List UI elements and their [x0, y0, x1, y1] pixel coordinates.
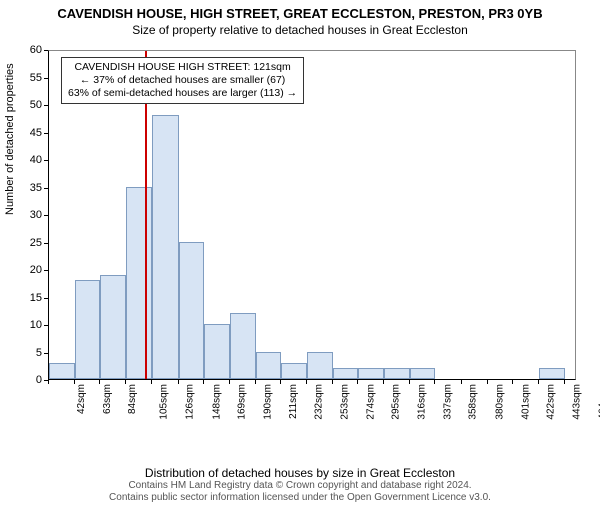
annotation-line-3: 63% of semi-detached houses are larger (…: [68, 87, 297, 100]
x-tick-mark: [125, 380, 126, 384]
histogram-bar: [230, 313, 256, 379]
x-tick-label: 63sqm: [102, 384, 113, 414]
y-tick-label: 5: [12, 347, 42, 359]
histogram-bar: [204, 324, 230, 379]
attribution-line-2: Contains public sector information licen…: [0, 492, 600, 504]
x-tick-mark: [564, 380, 565, 384]
annotation-line-2: ← 37% of detached houses are smaller (67…: [68, 74, 297, 87]
histogram-bar: [333, 368, 359, 379]
annotation-box: CAVENDISH HOUSE HIGH STREET: 121sqm ← 37…: [61, 57, 304, 104]
histogram-bar: [358, 368, 384, 379]
plot-area: CAVENDISH HOUSE HIGH STREET: 121sqm ← 37…: [48, 50, 576, 380]
y-tick-label: 60: [12, 44, 42, 56]
x-tick-mark: [409, 380, 410, 384]
x-tick-mark: [280, 380, 281, 384]
x-tick-mark: [151, 380, 152, 384]
histogram-bar: [126, 187, 152, 380]
x-tick-mark: [48, 380, 49, 384]
x-tick-mark: [512, 380, 513, 384]
x-tick-mark: [203, 380, 204, 384]
x-tick-label: 84sqm: [127, 384, 138, 414]
y-tick-mark: [44, 215, 48, 216]
x-tick-mark: [229, 380, 230, 384]
y-tick-label: 55: [12, 72, 42, 84]
x-tick-label: 211sqm: [287, 384, 298, 419]
x-tick-mark: [74, 380, 75, 384]
histogram-bar: [539, 368, 565, 379]
x-tick-label: 232sqm: [314, 384, 325, 420]
y-tick-label: 10: [12, 319, 42, 331]
x-tick-mark: [178, 380, 179, 384]
x-tick-label: 169sqm: [237, 384, 248, 420]
x-tick-mark: [357, 380, 358, 384]
x-tick-mark: [255, 380, 256, 384]
x-tick-label: 422sqm: [546, 384, 557, 420]
y-tick-mark: [44, 325, 48, 326]
x-tick-label: 126sqm: [184, 384, 195, 420]
x-tick-label: 443sqm: [572, 384, 583, 420]
histogram-bar: [100, 275, 126, 380]
histogram-bar: [307, 352, 333, 380]
y-tick-mark: [44, 270, 48, 271]
y-tick-mark: [44, 298, 48, 299]
chart-title-primary: CAVENDISH HOUSE, HIGH STREET, GREAT ECCL…: [0, 6, 600, 21]
y-tick-label: 45: [12, 127, 42, 139]
x-tick-label: 190sqm: [262, 384, 273, 420]
histogram-bar: [179, 242, 205, 380]
y-tick-mark: [44, 105, 48, 106]
x-tick-label: 42sqm: [76, 384, 87, 414]
histogram-bar: [281, 363, 307, 380]
x-tick-label: 316sqm: [416, 384, 427, 420]
x-tick-label: 274sqm: [365, 384, 376, 420]
y-tick-label: 0: [12, 374, 42, 386]
x-tick-mark: [487, 380, 488, 384]
x-tick-label: 148sqm: [211, 384, 222, 420]
chart-title-secondary: Size of property relative to detached ho…: [0, 23, 600, 37]
x-tick-label: 105sqm: [159, 384, 170, 420]
x-tick-label: 337sqm: [442, 384, 453, 420]
x-tick-mark: [306, 380, 307, 384]
y-tick-mark: [44, 188, 48, 189]
y-tick-label: 25: [12, 237, 42, 249]
histogram-bar: [75, 280, 101, 379]
x-tick-mark: [99, 380, 100, 384]
annotation-line-1: CAVENDISH HOUSE HIGH STREET: 121sqm: [68, 61, 297, 74]
y-tick-mark: [44, 50, 48, 51]
y-tick-mark: [44, 243, 48, 244]
chart-container: Number of detached properties CAVENDISH …: [48, 50, 576, 416]
attribution-line-1: Contains HM Land Registry data © Crown c…: [0, 480, 600, 492]
y-tick-label: 15: [12, 292, 42, 304]
x-tick-label: 253sqm: [339, 384, 350, 420]
histogram-bar: [152, 115, 179, 379]
x-tick-label: 401sqm: [520, 384, 531, 420]
x-tick-mark: [538, 380, 539, 384]
y-tick-mark: [44, 133, 48, 134]
y-tick-label: 20: [12, 264, 42, 276]
y-tick-label: 35: [12, 182, 42, 194]
histogram-bar: [384, 368, 410, 379]
x-tick-mark: [383, 380, 384, 384]
histogram-bar: [49, 363, 75, 380]
histogram-bar: [410, 368, 436, 379]
x-axis-label: Distribution of detached houses by size …: [0, 466, 600, 480]
attribution-text: Contains HM Land Registry data © Crown c…: [0, 480, 600, 504]
y-tick-mark: [44, 160, 48, 161]
y-tick-label: 40: [12, 154, 42, 166]
x-tick-mark: [461, 380, 462, 384]
x-tick-label: 358sqm: [468, 384, 479, 420]
x-tick-mark: [434, 380, 435, 384]
histogram-bar: [256, 352, 282, 380]
x-tick-label: 295sqm: [391, 384, 402, 420]
y-tick-mark: [44, 78, 48, 79]
y-tick-mark: [44, 353, 48, 354]
y-tick-label: 30: [12, 209, 42, 221]
x-tick-label: 380sqm: [495, 384, 506, 420]
y-tick-label: 50: [12, 99, 42, 111]
x-tick-mark: [332, 380, 333, 384]
